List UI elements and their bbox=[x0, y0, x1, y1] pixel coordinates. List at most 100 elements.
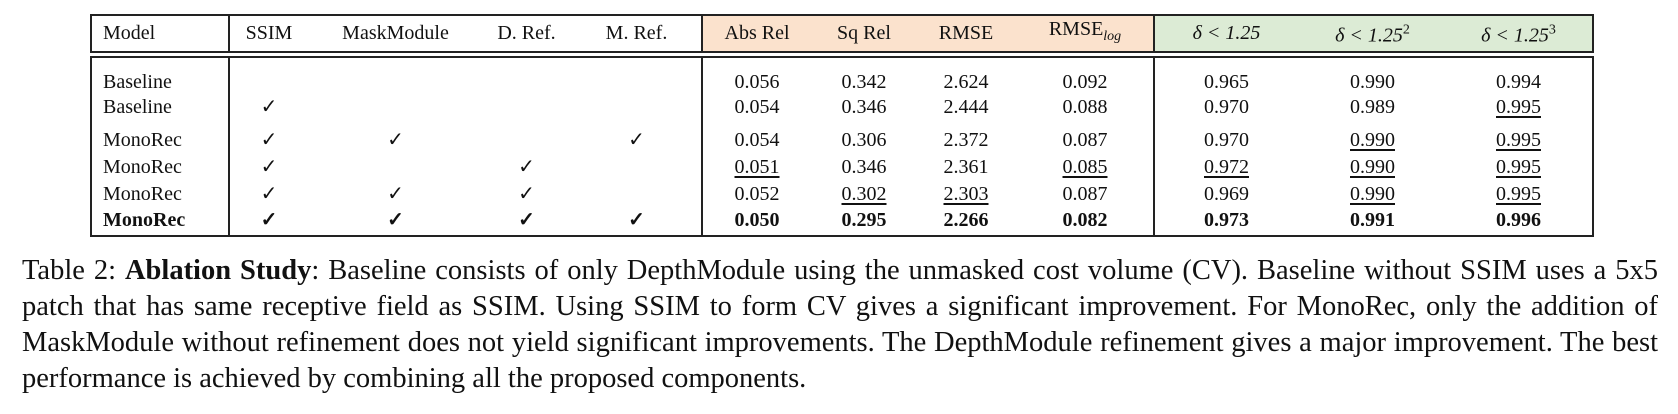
table-cell: 0.990 bbox=[1350, 129, 1395, 151]
row-label: MonoRec bbox=[103, 209, 186, 231]
table-cell: 0.995 bbox=[1496, 183, 1541, 205]
rule-line bbox=[701, 56, 703, 235]
header-sub: log bbox=[1103, 28, 1122, 44]
row-label: MonoRec bbox=[103, 183, 182, 205]
table-cell: 0.056 bbox=[734, 71, 780, 93]
table-cell: 0.973 bbox=[1204, 209, 1249, 231]
rule-line bbox=[228, 14, 230, 51]
table-cell: ✓ bbox=[518, 209, 535, 231]
table-cell: 0.972 bbox=[1204, 156, 1249, 178]
rule-line bbox=[90, 14, 92, 51]
table-cell: 2.444 bbox=[943, 96, 989, 118]
table-cell: 0.990 bbox=[1350, 71, 1395, 93]
header-text: δ < 1.25 bbox=[1192, 21, 1261, 44]
rule-line bbox=[90, 51, 1594, 53]
table-cell: 0.990 bbox=[1350, 183, 1395, 205]
column-header: RMSE bbox=[938, 21, 994, 44]
header-bg bbox=[915, 14, 1017, 51]
table-cell: ✓ bbox=[518, 156, 535, 178]
caption-title: Ablation Study bbox=[124, 255, 312, 286]
header-bg bbox=[1153, 14, 1300, 51]
table-cell: 0.989 bbox=[1350, 96, 1395, 118]
table-cell: ✓ bbox=[628, 129, 645, 151]
table-cell: ✓ bbox=[260, 96, 278, 118]
column-header: Model bbox=[103, 21, 156, 44]
rule-line bbox=[228, 56, 230, 235]
table-cell: 2.361 bbox=[943, 156, 989, 178]
column-header: Sq Rel bbox=[837, 21, 891, 44]
table-cell: ✓ bbox=[387, 129, 404, 151]
caption-text: : Baseline consists of only DepthModule … bbox=[22, 255, 1658, 394]
header-text: δ < 1.25 bbox=[1335, 23, 1403, 46]
table-cell: ✓ bbox=[518, 183, 535, 205]
table-cell: 0.306 bbox=[841, 129, 887, 151]
table-cell: 0.088 bbox=[1062, 96, 1108, 118]
column-header: δ < 1.252 bbox=[1335, 18, 1410, 47]
table-cell: 0.346 bbox=[841, 96, 887, 118]
header-bg bbox=[1017, 14, 1153, 51]
table-cell: 2.624 bbox=[943, 71, 989, 93]
table-cell: 2.372 bbox=[943, 129, 989, 151]
row-label: MonoRec bbox=[103, 156, 182, 178]
column-header: δ < 1.25 bbox=[1193, 21, 1261, 45]
table-cell: 0.085 bbox=[1062, 156, 1108, 178]
header-bg bbox=[813, 14, 915, 51]
header-sup: 2 bbox=[1402, 22, 1410, 38]
table-cell: ✓ bbox=[387, 183, 404, 205]
table-cell: ✓ bbox=[260, 129, 278, 151]
table-cell: 0.995 bbox=[1496, 96, 1541, 118]
header-bg bbox=[1300, 14, 1445, 51]
row-label: Baseline bbox=[103, 71, 172, 93]
table-cell: 2.303 bbox=[943, 183, 989, 205]
column-header: M. Ref. bbox=[605, 21, 668, 44]
table-cell: 0.087 bbox=[1062, 129, 1108, 151]
table-cell: 0.295 bbox=[841, 209, 887, 231]
table-cell: 0.990 bbox=[1350, 156, 1395, 178]
table-cell: 0.995 bbox=[1496, 129, 1541, 151]
table-cell: ✓ bbox=[260, 209, 278, 231]
table-cell: 0.969 bbox=[1204, 183, 1249, 205]
table-cell: 2.266 bbox=[943, 209, 989, 231]
table-cell: 0.302 bbox=[841, 183, 887, 205]
table-cell: 0.054 bbox=[734, 129, 780, 151]
header-bg bbox=[1445, 14, 1592, 51]
caption: Table 2: Ablation Study: Baseline consis… bbox=[22, 253, 1658, 397]
rule-line bbox=[1153, 14, 1155, 51]
column-header: δ < 1.253 bbox=[1481, 18, 1556, 47]
table-cell: ✓ bbox=[260, 183, 278, 205]
table-cell: 0.970 bbox=[1204, 96, 1249, 118]
table-cell: 0.052 bbox=[734, 183, 780, 205]
table-cell: 0.965 bbox=[1204, 71, 1249, 93]
rule-line bbox=[1153, 56, 1155, 235]
rule-line bbox=[701, 14, 703, 51]
table-cell: 0.092 bbox=[1062, 71, 1108, 93]
row-label: MonoRec bbox=[103, 129, 182, 151]
table-cell: 0.050 bbox=[734, 209, 780, 231]
table-cell: 0.970 bbox=[1204, 129, 1249, 151]
table-cell: 0.346 bbox=[841, 156, 887, 178]
header-text: δ < 1.25 bbox=[1481, 23, 1549, 46]
rule-line bbox=[90, 56, 92, 235]
table-cell: 0.996 bbox=[1496, 209, 1541, 231]
column-header: MaskModule bbox=[342, 21, 449, 44]
column-header: SSIM bbox=[245, 21, 293, 44]
column-header: RMSElog bbox=[1049, 17, 1121, 49]
column-header: Abs Rel bbox=[724, 21, 790, 44]
table-cell: 0.087 bbox=[1062, 183, 1108, 205]
table-cell: 0.054 bbox=[734, 96, 780, 118]
table-cell: 0.082 bbox=[1062, 209, 1108, 231]
rule-line bbox=[1592, 14, 1594, 51]
table-cell: 0.994 bbox=[1496, 71, 1541, 93]
row-label: Baseline bbox=[103, 96, 172, 118]
table-cell: 0.995 bbox=[1496, 156, 1541, 178]
header-bg bbox=[701, 14, 813, 51]
table-cell: ✓ bbox=[628, 209, 645, 231]
table-cell: 0.051 bbox=[734, 156, 780, 178]
rule-line bbox=[1592, 56, 1594, 235]
table-cell: 0.342 bbox=[841, 71, 887, 93]
header-text: RMSE bbox=[1048, 17, 1104, 40]
rule-line bbox=[90, 14, 1594, 16]
column-header: D. Ref. bbox=[497, 21, 556, 44]
table-cell: ✓ bbox=[260, 156, 278, 178]
